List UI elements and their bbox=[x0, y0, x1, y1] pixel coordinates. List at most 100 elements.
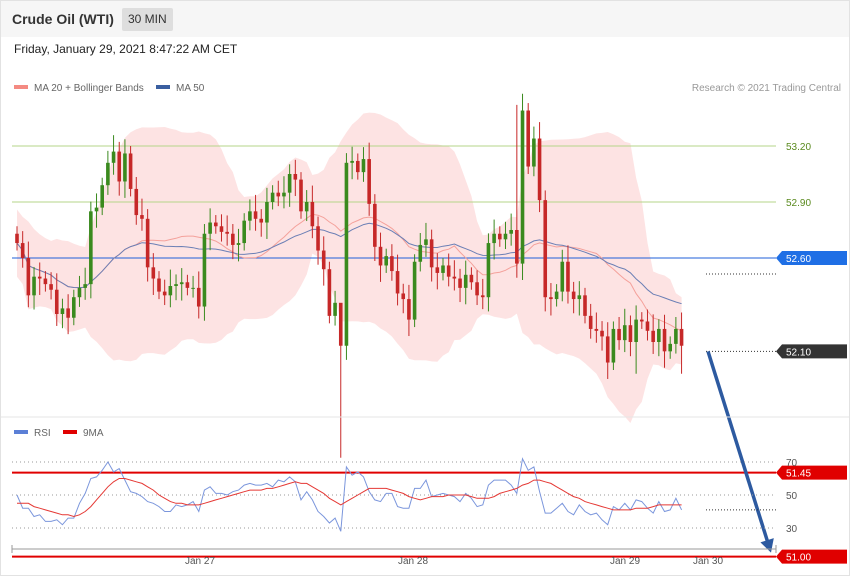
instrument-title: Crude Oil (WTI) bbox=[12, 11, 114, 27]
candle-body bbox=[571, 291, 576, 300]
candle-body bbox=[668, 343, 672, 352]
rsi-tick-label: 70 bbox=[786, 458, 798, 469]
candle-body bbox=[134, 188, 139, 216]
candle-body bbox=[452, 276, 457, 279]
x-tick-label: Jan 27 bbox=[185, 556, 215, 567]
candle-body bbox=[202, 233, 207, 307]
candle-body bbox=[378, 246, 383, 266]
candle-body bbox=[231, 233, 235, 245]
candle-body bbox=[248, 211, 252, 221]
candle-body bbox=[532, 138, 536, 167]
candle-body bbox=[77, 287, 82, 298]
candle-body bbox=[622, 325, 627, 341]
x-tick-label: Jan 28 bbox=[398, 556, 428, 567]
candle-body bbox=[634, 319, 638, 343]
candle-body bbox=[520, 110, 525, 264]
candle-body bbox=[60, 308, 65, 315]
candle-body bbox=[674, 328, 678, 344]
candle-body bbox=[168, 286, 173, 296]
candle-body bbox=[287, 174, 292, 193]
legend-label-ma50: MA 50 bbox=[176, 83, 205, 94]
candle-body bbox=[304, 202, 309, 212]
candle-body bbox=[407, 299, 411, 320]
candle-body bbox=[299, 179, 303, 212]
candle-body bbox=[265, 202, 269, 223]
candle-body bbox=[54, 289, 59, 315]
level-label: 52.10 bbox=[786, 347, 811, 358]
candle-body bbox=[310, 202, 315, 227]
candle-body bbox=[179, 282, 184, 285]
candle-body bbox=[492, 233, 496, 244]
candle-body bbox=[515, 230, 519, 264]
candle-body bbox=[321, 250, 326, 270]
candle-body bbox=[282, 192, 286, 197]
legend-swatch-ma50 bbox=[156, 85, 170, 89]
rsi-ma-line bbox=[17, 478, 682, 518]
candle-body bbox=[651, 330, 655, 343]
candle-body bbox=[49, 284, 53, 290]
candle-body bbox=[174, 284, 178, 287]
candle-body bbox=[350, 160, 354, 163]
candle-body bbox=[480, 295, 485, 298]
candle-body bbox=[429, 239, 434, 268]
candle-body bbox=[214, 222, 218, 227]
level-label-box bbox=[776, 344, 847, 359]
candle-body bbox=[185, 282, 190, 288]
candles bbox=[15, 93, 684, 458]
candle-body bbox=[475, 282, 479, 296]
candle-body bbox=[509, 230, 513, 234]
candle-body bbox=[412, 261, 417, 320]
candle-body bbox=[94, 207, 99, 212]
candle-body bbox=[367, 159, 371, 204]
candle-body bbox=[162, 291, 167, 296]
candle-body bbox=[384, 256, 388, 266]
x-tick-label: Jan 29 bbox=[610, 556, 640, 567]
candle-body bbox=[15, 233, 19, 244]
candle-body bbox=[395, 271, 400, 294]
chart-header: Crude Oil (WTI) 30 MIN bbox=[1, 1, 849, 37]
legend-swatch-rsi bbox=[14, 430, 28, 434]
candle-body bbox=[549, 297, 553, 300]
candle-body bbox=[611, 328, 616, 363]
candle-body bbox=[526, 110, 530, 167]
candle-body bbox=[32, 276, 36, 296]
candle-body bbox=[37, 276, 42, 279]
rsi-tick-label: 30 bbox=[786, 524, 798, 535]
candle-body bbox=[259, 218, 264, 223]
legend-label-rsi: RSI bbox=[34, 428, 51, 439]
candle-body bbox=[605, 336, 610, 363]
candle-body bbox=[83, 284, 87, 288]
candle-body bbox=[293, 174, 298, 180]
x-tick-label: Jan 30 bbox=[693, 556, 723, 567]
legend-label-9ma: 9MA bbox=[83, 428, 104, 439]
candle-body bbox=[583, 295, 587, 316]
level-label: 52.90 bbox=[786, 198, 811, 209]
candle-body bbox=[560, 261, 565, 292]
candle-body bbox=[145, 218, 150, 268]
interval-badge[interactable]: 30 MIN bbox=[122, 8, 173, 31]
candle-body bbox=[72, 297, 76, 318]
candle-body bbox=[111, 151, 116, 163]
rsi-tick-label: 50 bbox=[786, 491, 798, 502]
candle-body bbox=[498, 233, 502, 240]
level-label: 51.00 bbox=[786, 553, 811, 564]
candle-body bbox=[418, 244, 423, 262]
candle-body bbox=[208, 222, 212, 234]
x-axis-ticks: Jan 27 Jan 28 Jan 29 Jan 30 bbox=[185, 556, 723, 567]
candle-body bbox=[66, 308, 70, 318]
rsi-grid: 70 50 30 bbox=[12, 458, 798, 535]
candle-body bbox=[361, 159, 366, 173]
candle-body bbox=[196, 287, 201, 307]
candle-body bbox=[554, 291, 559, 300]
candle-body bbox=[390, 256, 394, 272]
candle-body bbox=[316, 226, 320, 251]
candle-body bbox=[424, 239, 428, 245]
candle-body bbox=[151, 267, 156, 279]
forecast-arrowhead bbox=[760, 538, 774, 553]
candle-body bbox=[446, 265, 451, 277]
ma50-line bbox=[16, 222, 682, 305]
candle-body bbox=[486, 243, 491, 298]
legend-label-ma20: MA 20 + Bollinger Bands bbox=[34, 83, 144, 94]
candle-body bbox=[253, 211, 258, 219]
